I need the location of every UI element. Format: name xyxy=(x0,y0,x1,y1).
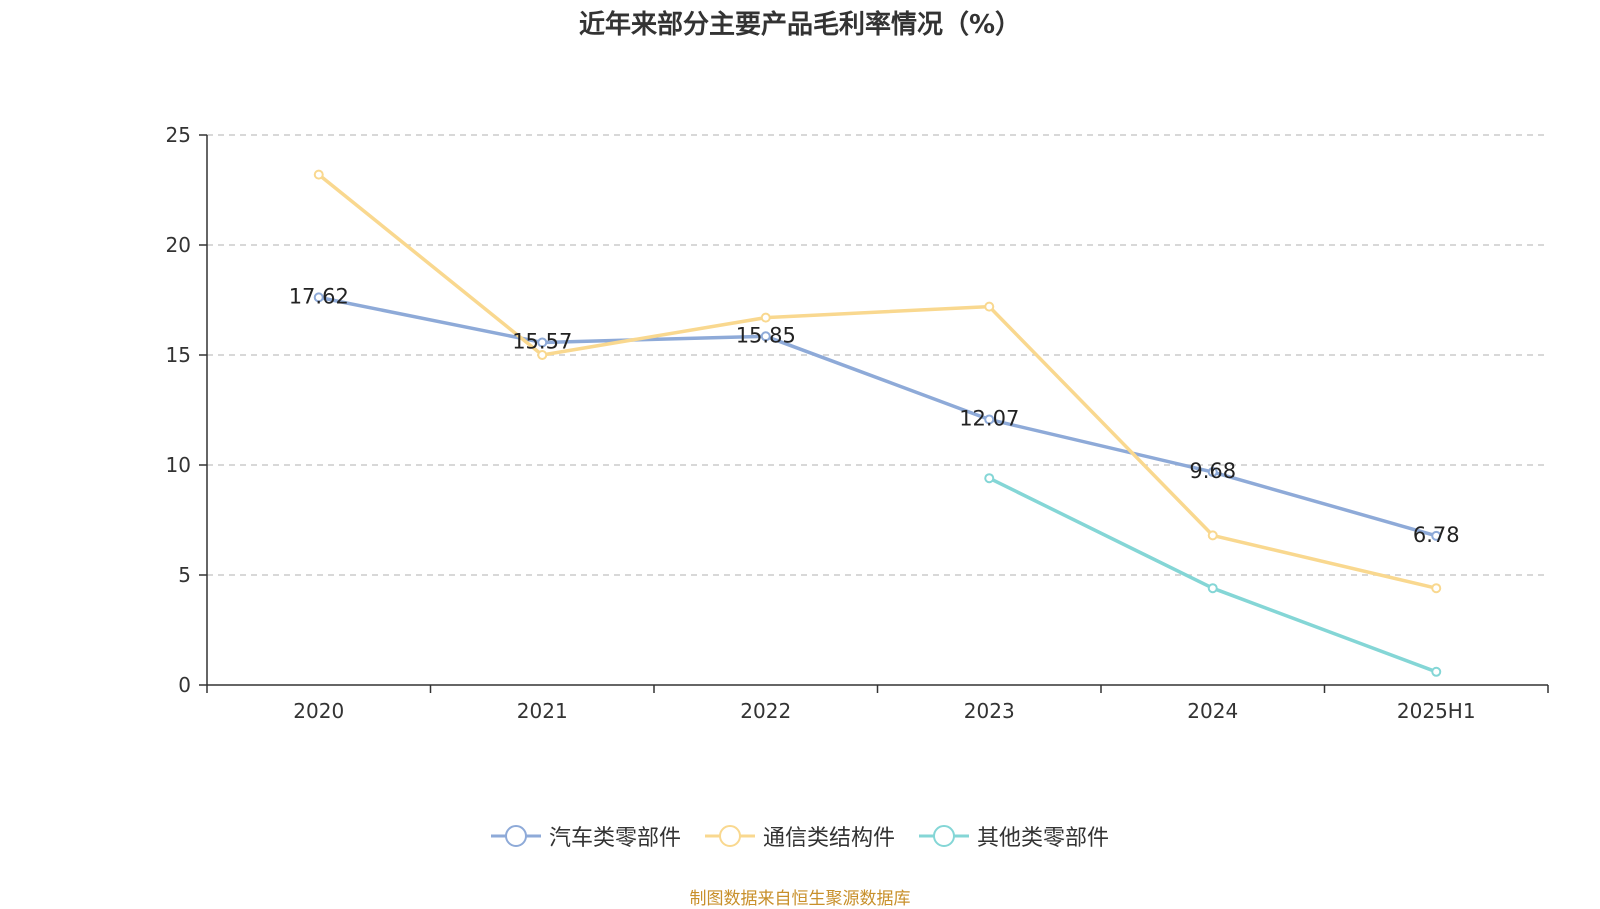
data-point xyxy=(1207,530,1218,541)
data-point xyxy=(984,473,995,484)
legend-marker-icon xyxy=(919,825,969,847)
data-label: 6.78 xyxy=(1413,523,1460,547)
legend-item-3[interactable]: 其他类零部件 xyxy=(919,820,1109,852)
grid-lines xyxy=(207,134,1548,576)
x-tick-label: 2023 xyxy=(964,699,1015,723)
data-point xyxy=(313,169,324,180)
data-point xyxy=(760,312,771,323)
legend-label: 汽车类零部件 xyxy=(548,826,681,851)
data-point xyxy=(1207,467,1218,478)
data-point xyxy=(537,337,548,348)
data-point xyxy=(760,331,771,342)
x-tick-label: 2025H1 xyxy=(1397,699,1476,723)
legend-marker-icon xyxy=(704,825,755,847)
data-label: 17.62 xyxy=(289,284,349,308)
x-tick-label: 2020 xyxy=(293,699,344,723)
data-point xyxy=(1431,530,1442,541)
data-label: 12.07 xyxy=(959,406,1019,430)
legend: 汽车类零部件 通信类结构件 其他类零部件 xyxy=(0,820,1600,852)
data-labels: 17.62 15.57 15.85 12.07 9.68 6.78 xyxy=(289,284,1460,546)
series-line-1 xyxy=(318,295,1437,538)
data-point xyxy=(1431,583,1442,594)
data-point xyxy=(984,301,995,312)
legend-item-1[interactable]: 汽车类零部件 xyxy=(490,820,681,852)
series-lines xyxy=(313,169,1442,677)
x-tick-label: 2022 xyxy=(740,699,791,723)
source-note: 制图数据来自恒生聚源数据库 xyxy=(689,889,911,909)
x-tick-label: 2021 xyxy=(517,699,568,723)
y-tick-label: 0 xyxy=(178,673,191,697)
legend-marker-icon xyxy=(490,825,541,847)
chart-title: 近年来部分主要产品毛利率情况（%） xyxy=(578,10,1022,40)
data-point xyxy=(537,350,548,360)
y-tick-label: 25 xyxy=(166,123,191,147)
legend-label: 通信类结构件 xyxy=(762,826,895,851)
series-line-2 xyxy=(317,173,1437,590)
y-tick-label: 5 xyxy=(178,563,191,587)
y-tick-label: 10 xyxy=(166,453,191,477)
x-tick-label: 2024 xyxy=(1187,699,1238,723)
axes: 0 5 10 15 20 25 2020 2021 2022 2023 2024 2025H1 xyxy=(166,123,1549,723)
data-label: 15.57 xyxy=(512,329,572,353)
data-point xyxy=(313,292,324,303)
data-point xyxy=(1207,583,1218,594)
data-point xyxy=(984,414,995,425)
y-tick-label: 20 xyxy=(166,233,191,257)
legend-label: 其他类零部件 xyxy=(977,826,1110,851)
legend-item-2[interactable]: 通信类结构件 xyxy=(704,820,895,852)
y-tick-label: 15 xyxy=(166,343,191,367)
data-label: 15.85 xyxy=(736,323,796,347)
data-point xyxy=(1431,666,1442,677)
data-label: 9.68 xyxy=(1189,459,1236,483)
